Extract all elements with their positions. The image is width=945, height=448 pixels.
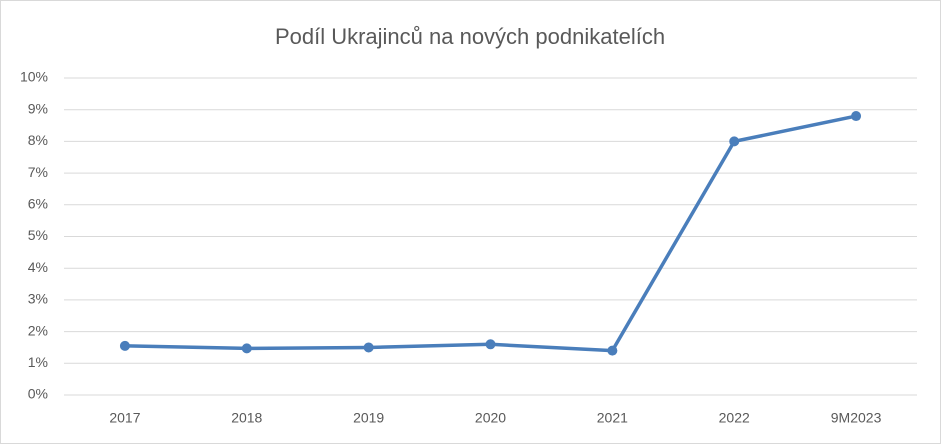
data-point	[119, 340, 130, 351]
x-tick-label: 2018	[231, 410, 262, 426]
y-tick-label: 0%	[28, 386, 48, 402]
y-tick-label: 8%	[28, 132, 48, 148]
x-tick-label: 2022	[719, 410, 750, 426]
data-point	[729, 136, 740, 147]
data-point	[607, 345, 618, 356]
y-tick-label: 3%	[28, 291, 48, 307]
y-tick-label: 10%	[20, 69, 48, 85]
x-tick-label: 2017	[109, 410, 140, 426]
data-point	[851, 111, 862, 122]
data-point	[485, 339, 496, 350]
x-tick-label: 2019	[353, 410, 384, 426]
y-tick-label: 9%	[28, 100, 48, 116]
x-tick-label: 2020	[475, 410, 506, 426]
y-tick-label: 5%	[28, 227, 48, 243]
y-tick-label: 2%	[28, 322, 48, 338]
data-point	[241, 343, 252, 354]
y-tick-label: 1%	[28, 354, 48, 370]
x-tick-label: 2021	[597, 410, 628, 426]
y-tick-label: 4%	[28, 259, 48, 275]
y-tick-label: 6%	[28, 196, 48, 212]
chart-title: Podíl Ukrajinců na nových podnikatelích	[275, 24, 665, 49]
x-tick-label: 9M2023	[831, 410, 882, 426]
y-tick-label: 7%	[28, 164, 48, 180]
data-point	[363, 342, 374, 353]
